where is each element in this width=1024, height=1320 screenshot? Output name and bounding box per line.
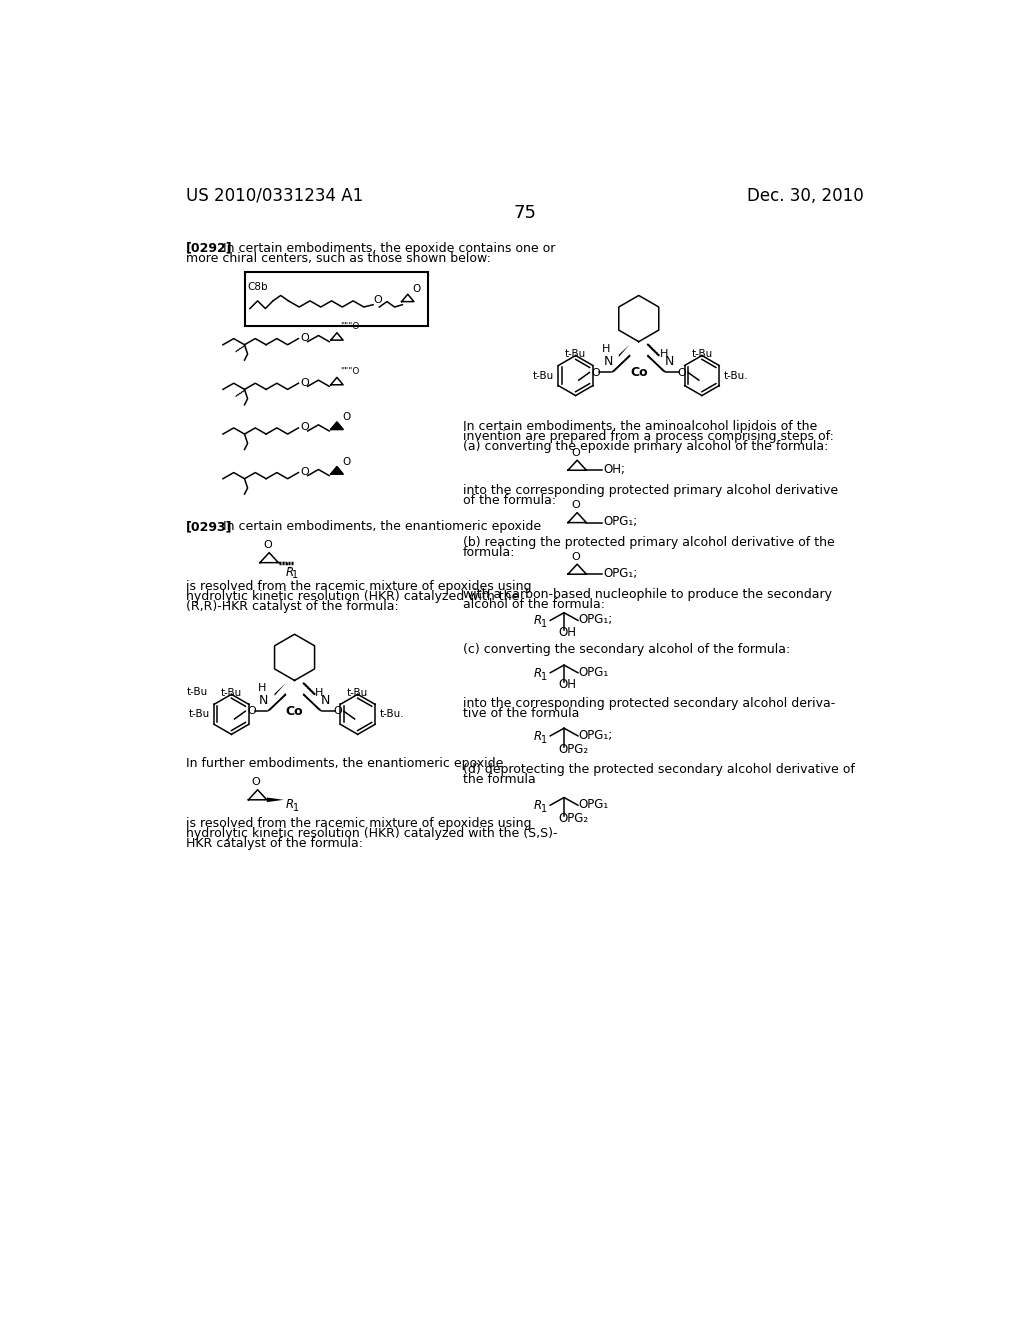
Text: (a) converting the epoxide primary alcohol of the formula:: (a) converting the epoxide primary alcoh… [463, 441, 828, 453]
Text: C8b: C8b [248, 281, 268, 292]
Text: more chiral centers, such as those shown below:: more chiral centers, such as those shown… [186, 252, 490, 265]
Text: is resolved from the racemic mixture of epoxides using: is resolved from the racemic mixture of … [186, 579, 531, 593]
Text: 1: 1 [541, 619, 547, 630]
Text: O: O [247, 706, 256, 717]
Text: O: O [263, 540, 271, 550]
Text: OPG₁;: OPG₁; [579, 614, 613, 627]
Text: 1: 1 [541, 672, 547, 681]
Text: (R,R)-HKR catalyst of the formula:: (R,R)-HKR catalyst of the formula: [186, 599, 398, 612]
Text: into the corresponding protected primary alcohol derivative: into the corresponding protected primary… [463, 484, 839, 498]
Text: OPG₂: OPG₂ [558, 812, 588, 825]
Text: O: O [571, 500, 580, 510]
Text: """O: """O [340, 367, 359, 376]
Text: O: O [300, 333, 308, 343]
Text: t-Bu: t-Bu [565, 350, 587, 359]
Text: O: O [591, 367, 600, 378]
Text: OH: OH [558, 678, 575, 692]
Text: OPG₁;: OPG₁; [603, 515, 638, 528]
Text: """O: """O [340, 322, 359, 331]
Text: H: H [659, 348, 668, 359]
Text: OPG₁;: OPG₁; [579, 729, 613, 742]
Text: (d) deprotecting the protected secondary alcohol derivative of: (d) deprotecting the protected secondary… [463, 763, 855, 776]
Text: O: O [342, 412, 350, 422]
Text: formula:: formula: [463, 545, 516, 558]
Text: t-Bu.: t-Bu. [724, 371, 749, 380]
Text: OPG₁: OPG₁ [579, 799, 609, 812]
Text: O: O [678, 367, 686, 378]
Text: t-Bu: t-Bu [691, 350, 713, 359]
Text: H: H [602, 345, 610, 355]
Text: t-Bu: t-Bu [532, 371, 554, 380]
Text: 75: 75 [513, 205, 537, 223]
Text: US 2010/0331234 A1: US 2010/0331234 A1 [186, 186, 364, 205]
Text: O: O [373, 296, 382, 305]
Text: OH: OH [558, 626, 575, 639]
Text: In further embodiments, the enantiomeric epoxide: In further embodiments, the enantiomeric… [186, 758, 504, 771]
Text: In certain embodiments, the epoxide contains one or: In certain embodiments, the epoxide cont… [223, 242, 555, 255]
Text: O: O [300, 467, 308, 477]
Text: OPG₁;: OPG₁; [603, 566, 638, 579]
Text: H: H [258, 684, 266, 693]
Text: 1: 1 [541, 735, 547, 744]
Text: t-Bu: t-Bu [188, 709, 210, 719]
Text: N: N [321, 693, 330, 706]
Text: O: O [252, 777, 260, 787]
Text: R: R [286, 799, 294, 812]
Text: O: O [334, 706, 342, 717]
Text: [0292]: [0292] [186, 242, 232, 255]
Text: O: O [342, 457, 350, 467]
Text: N: N [259, 693, 268, 706]
Polygon shape [331, 467, 343, 474]
Text: O: O [300, 422, 308, 432]
Text: t-Bu.: t-Bu. [379, 709, 403, 719]
Text: is resolved from the racemic mixture of epoxides using: is resolved from the racemic mixture of … [186, 817, 531, 830]
Text: In certain embodiments, the aminoalcohol lipidois of the: In certain embodiments, the aminoalcohol… [463, 420, 817, 433]
Text: OPG₁: OPG₁ [579, 665, 609, 678]
Polygon shape [267, 797, 284, 803]
Polygon shape [331, 422, 343, 429]
Text: 1: 1 [541, 804, 547, 814]
Text: alcohol of the formula:: alcohol of the formula: [463, 598, 605, 611]
Bar [245, 272, 428, 326]
Text: OH;: OH; [603, 462, 626, 475]
Text: t-Bu: t-Bu [347, 688, 369, 698]
Text: R: R [534, 799, 542, 812]
Text: [0293]: [0293] [186, 520, 232, 533]
Text: 1: 1 [293, 803, 299, 813]
Text: t-Bu: t-Bu [221, 688, 242, 698]
Text: H: H [315, 688, 324, 698]
Text: (b) reacting the protected primary alcohol derivative of the: (b) reacting the protected primary alcoh… [463, 536, 835, 549]
Text: R: R [534, 614, 542, 627]
Text: Co: Co [630, 366, 647, 379]
Text: hydrolytic kinetic resolution (HKR) catalyzed with the (S,S)-: hydrolytic kinetic resolution (HKR) cata… [186, 826, 557, 840]
Text: 1: 1 [292, 570, 298, 579]
Text: N: N [665, 355, 674, 368]
Text: O: O [300, 378, 308, 388]
Text: of the formula:: of the formula: [463, 494, 556, 507]
Text: R: R [286, 566, 294, 578]
Text: O: O [571, 552, 580, 561]
Text: Co: Co [286, 705, 303, 718]
Text: O: O [571, 447, 580, 458]
Text: In certain embodiments, the enantiomeric epoxide: In certain embodiments, the enantiomeric… [223, 520, 541, 533]
Text: t-Bu: t-Bu [187, 688, 208, 697]
Text: (c) converting the secondary alcohol of the formula:: (c) converting the secondary alcohol of … [463, 644, 791, 656]
Text: O: O [413, 284, 421, 293]
Text: the formula: the formula [463, 774, 536, 785]
Text: invention are prepared from a process comprising steps of:: invention are prepared from a process co… [463, 430, 835, 444]
Text: hydrolytic kinetic resolution (HKR) catalyzed with the: hydrolytic kinetic resolution (HKR) cata… [186, 590, 519, 603]
Text: tive of the formula: tive of the formula [463, 708, 580, 721]
Text: N: N [603, 355, 612, 368]
Text: into the corresponding protected secondary alcohol deriva-: into the corresponding protected seconda… [463, 697, 836, 710]
Text: HKR catalyst of the formula:: HKR catalyst of the formula: [186, 837, 362, 850]
Text: R: R [534, 730, 542, 743]
Polygon shape [274, 684, 286, 696]
Polygon shape [618, 345, 630, 358]
Text: with a carbon-based nucleophile to produce the secondary: with a carbon-based nucleophile to produ… [463, 589, 833, 601]
Text: Dec. 30, 2010: Dec. 30, 2010 [746, 186, 863, 205]
Text: R: R [534, 667, 542, 680]
Text: OPG₂: OPG₂ [558, 743, 588, 756]
